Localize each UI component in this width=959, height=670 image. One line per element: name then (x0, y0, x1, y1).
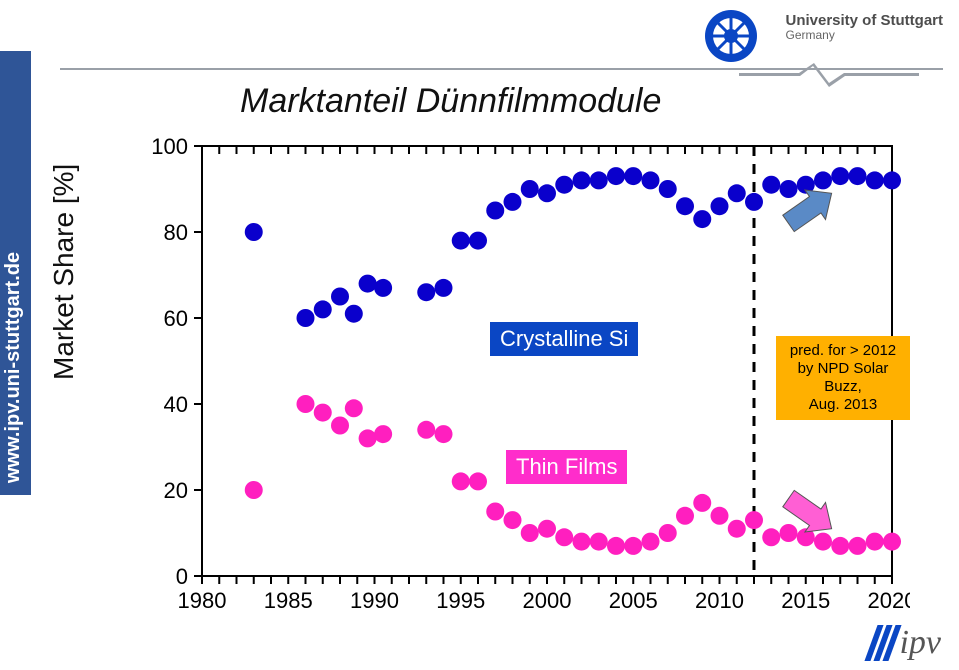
svg-text:60: 60 (164, 306, 188, 331)
y-axis-label: Market Share [%] (48, 164, 80, 380)
ipv-logo: ipv (871, 624, 941, 662)
pred-line1: pred. for > 2012 (784, 342, 902, 360)
pred-line2: by NPD Solar Buzz, (784, 360, 902, 396)
ipv-bars-icon (871, 625, 895, 661)
chart: 0 20 40 60 80 100 1980 1985 1990 1995 2000 2005 2010… (90, 130, 910, 620)
svg-text:2010: 2010 (695, 588, 744, 613)
svg-text:2020: 2020 (868, 588, 910, 613)
sidebar-url: www.ipv.uni-stuttgart.de (0, 51, 31, 495)
header: University of Stuttgart Germany (0, 0, 959, 70)
university-name: University of Stuttgart Germany (785, 12, 943, 43)
series-label-thin: Thin Films (506, 450, 627, 484)
university-line2: Germany (785, 29, 943, 43)
page-title: Marktanteil Dünnfilmmodule (240, 82, 661, 121)
svg-text:1995: 1995 (436, 588, 485, 613)
header-zig-icon (739, 58, 919, 88)
svg-text:1980: 1980 (178, 588, 227, 613)
svg-text:0: 0 (176, 564, 188, 589)
prediction-note: pred. for > 2012 by NPD Solar Buzz, Aug.… (776, 336, 910, 420)
pred-line3: Aug. 2013 (784, 396, 902, 414)
slide: University of Stuttgart Germany www.ipv.… (0, 0, 959, 670)
university-line1: University of Stuttgart (785, 12, 943, 29)
svg-text:40: 40 (164, 392, 188, 417)
svg-text:80: 80 (164, 220, 188, 245)
svg-text:2005: 2005 (609, 588, 658, 613)
svg-text:2000: 2000 (523, 588, 572, 613)
svg-text:100: 100 (151, 134, 188, 159)
svg-text:1990: 1990 (350, 588, 399, 613)
ipv-text: ipv (899, 624, 941, 662)
series-label-crystalline: Crystalline Si (490, 322, 638, 356)
svg-text:1985: 1985 (264, 588, 313, 613)
svg-text:20: 20 (164, 478, 188, 503)
svg-text:2015: 2015 (781, 588, 830, 613)
uni-logo (703, 8, 759, 64)
